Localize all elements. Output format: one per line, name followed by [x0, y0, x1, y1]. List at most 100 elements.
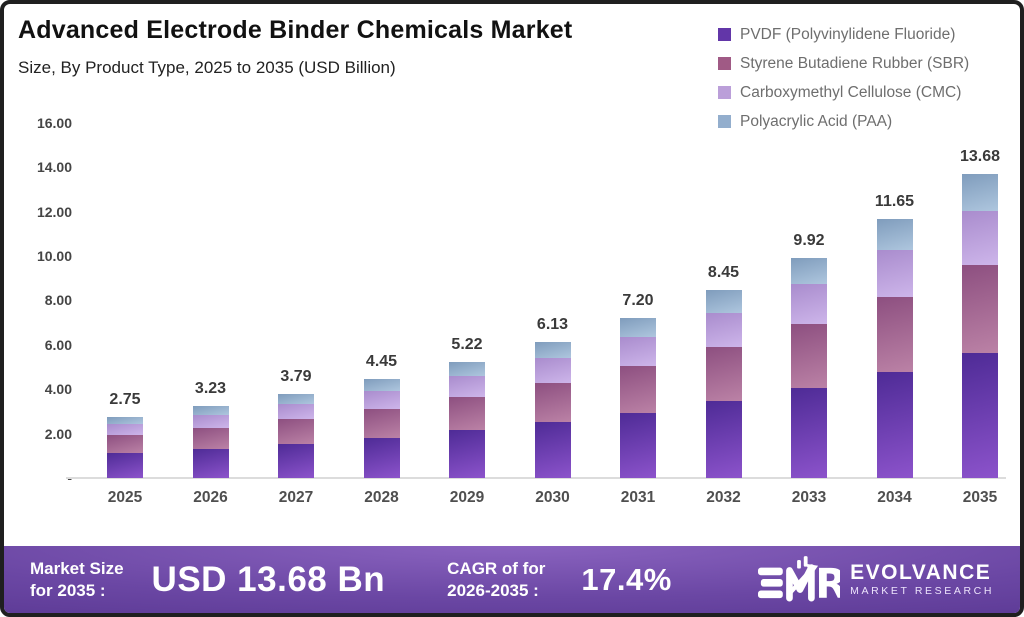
bar-segment [449, 396, 485, 431]
legend-item: Polyacrylic Acid (PAA) [718, 107, 969, 136]
x-axis-category-label: 2028 [364, 489, 399, 506]
legend-item: PVDF (Polyvinylidene Fluoride) [718, 20, 969, 49]
bar-segment [192, 414, 229, 428]
cagr-label-line2: 2026-2035 : [447, 580, 539, 600]
bar-segment [705, 313, 742, 347]
legend-label: Polyacrylic Acid (PAA) [740, 112, 893, 130]
bar-segment [620, 412, 656, 478]
bar-segment [791, 257, 827, 284]
bar-segment [107, 424, 143, 436]
bar-segment [962, 265, 998, 354]
x-axis-category-label: 2027 [278, 489, 314, 506]
bar-total-label: 13.68 [959, 148, 1001, 166]
chart-stage: Advanced Electrode Binder Chemicals Mark… [4, 4, 1020, 613]
y-axis-tick: 6.00 [44, 336, 72, 353]
legend-swatch-icon [718, 86, 731, 99]
x-axis-category-label: 2030 [535, 489, 570, 506]
bar-segment [363, 408, 400, 438]
x-axis-category-label: 2034 [877, 489, 912, 506]
bar-segment [705, 346, 742, 402]
bar-segment [791, 323, 827, 388]
y-axis-tick: 14.00 [36, 159, 72, 176]
bar-total-label: 3.79 [280, 367, 312, 385]
bar-segment [962, 353, 998, 478]
bar-segment [278, 419, 314, 444]
bar-segment [876, 250, 913, 297]
bar-segment [962, 174, 998, 211]
legend-label: Styrene Butadiene Rubber (SBR) [740, 54, 970, 72]
bar-segment [192, 427, 229, 449]
bar-segment [449, 430, 485, 478]
bar-segment [192, 448, 229, 478]
y-axis-tick: 2.00 [44, 425, 72, 442]
y-axis-tick: 16.00 [36, 114, 72, 131]
bar-total-label: 9.92 [793, 231, 825, 249]
x-axis-category-label: 2032 [706, 489, 741, 506]
bar-segment [962, 210, 998, 266]
x-axis-category-label: 2029 [449, 489, 485, 506]
legend-label: PVDF (Polyvinylidene Fluoride) [740, 25, 956, 43]
page-title: Advanced Electrode Binder Chemicals Mark… [18, 16, 573, 44]
emr-logo-icon: R [758, 555, 840, 605]
bar-segment [876, 296, 913, 372]
x-axis-category-label: 2031 [620, 489, 656, 506]
y-axis-tick: 4.00 [44, 381, 72, 398]
cagr-label-line1: CAGR of for [447, 559, 546, 579]
legend-label: Carboxymethyl Cellulose (CMC) [740, 83, 962, 101]
bar-segment [620, 337, 656, 367]
y-axis-tick: - [12, 470, 72, 486]
legend-item: Styrene Butadiene Rubber (SBR) [718, 49, 969, 78]
legend-swatch-icon [718, 57, 731, 70]
bar-segment [107, 416, 143, 425]
bar-segment [449, 376, 485, 397]
y-axis-tick: 10.00 [36, 248, 72, 264]
chart-legend: PVDF (Polyvinylidene Fluoride) Styrene Bu… [718, 20, 969, 136]
brand-tagline: MARKET RESEARCH [850, 585, 994, 598]
bar-segment [791, 283, 827, 324]
bar-segment [620, 366, 656, 413]
bar-segment [876, 371, 913, 478]
brand-text: EVOLVANCE MARKET RESEARCH [850, 560, 994, 598]
bar-segment [705, 290, 742, 314]
bar-segment [278, 404, 314, 420]
market-size-label-line1: Market Size [30, 559, 124, 579]
market-size-label-line2: for 2035 : [30, 580, 106, 600]
legend-swatch-icon [718, 115, 731, 128]
page-subtitle: Size, By Product Type, 2025 to 2035 (USD… [18, 58, 396, 77]
bar-segment [278, 393, 314, 405]
svg-text:R: R [815, 560, 840, 605]
x-axis-category-label: 2035 [962, 489, 998, 506]
bar-segment [363, 379, 400, 392]
legend-item: Carboxymethyl Cellulose (CMC) [718, 78, 969, 107]
bar-segment [192, 406, 229, 415]
bar-segment [620, 318, 656, 338]
bar-segment [876, 219, 913, 251]
brand-name: EVOLVANCE [850, 560, 992, 584]
brand-logo: R EVOLVANCE MARKET RESEARCH [758, 555, 994, 605]
bar-total-label: 5.22 [451, 336, 483, 354]
cagr-label: CAGR of for 2026-2035 : [447, 558, 545, 601]
x-axis-category-label: 2033 [791, 489, 827, 506]
market-size-label: Market Size for 2035 : [30, 558, 124, 601]
bar-segment [278, 443, 314, 478]
bar-segment [534, 341, 571, 359]
bar-segment [534, 382, 571, 423]
footer-banner: Market Size for 2035 : USD 13.68 Bn CAGR… [4, 546, 1020, 613]
bar-segment [107, 452, 143, 478]
bar-segment [534, 422, 571, 478]
bar-total-label: 3.23 [194, 380, 227, 398]
bar-segment [791, 387, 827, 478]
bar-total-label: 11.65 [874, 193, 915, 211]
bar-segment [107, 435, 143, 453]
y-axis-tick: 8.00 [44, 292, 72, 309]
bar-segment [363, 437, 400, 478]
bar-segment [534, 358, 571, 383]
legend-swatch-icon [718, 28, 731, 41]
bar-total-label: 6.13 [536, 315, 569, 333]
bar-total-label: 7.20 [622, 292, 654, 310]
bar-total-label: 2.75 [109, 390, 141, 408]
x-axis-category-label: 2025 [107, 489, 143, 506]
bar-total-label: 4.45 [365, 353, 398, 371]
bar-segment [705, 401, 742, 478]
